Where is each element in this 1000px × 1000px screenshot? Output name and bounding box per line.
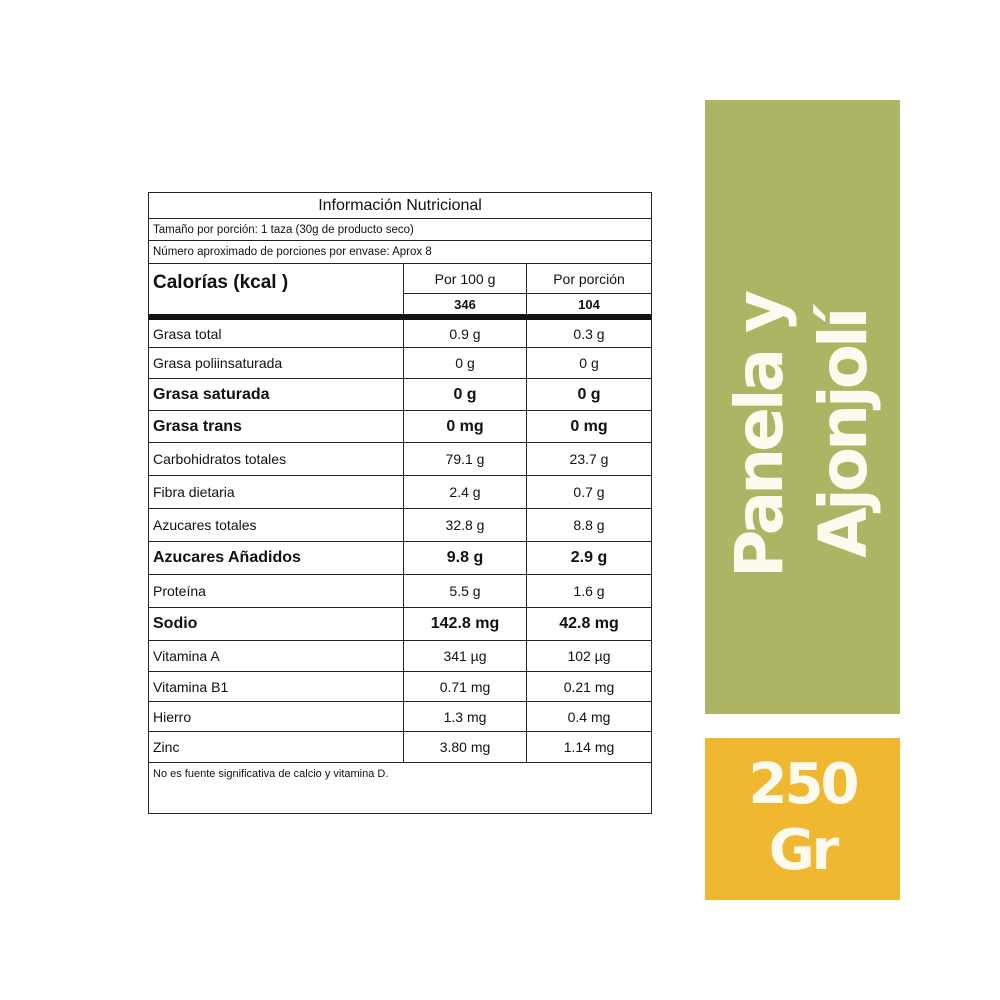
nutrient-name: Proteína [149, 575, 404, 607]
value-per-portion: 0.7 g [573, 484, 605, 500]
value-per-100g: 79.1 g [404, 443, 527, 475]
nutrient-name: Sodio [149, 608, 404, 640]
nutrient-name: Grasa poliinsaturada [149, 348, 404, 378]
calories-label: Calorías (kcal ) [149, 264, 404, 314]
value-per-portion: 0 mg [570, 417, 608, 435]
value-per-portion: 102 µg [567, 648, 611, 664]
nutrient-name: Grasa total [149, 320, 404, 347]
footer-note: No es fuente significativa de calcio y v… [153, 768, 389, 780]
value-per-100g: 32.8 g [404, 509, 527, 541]
value-per-100g: 1.3 mg [404, 702, 527, 731]
product-name-line1: Panela y [721, 293, 798, 578]
table-row: Sodio 142.8 mg 42.8 mg [149, 608, 651, 641]
nutrient-name: Vitamina A [149, 641, 404, 671]
value-per-100g: 0 mg [404, 411, 527, 442]
value-per-100g: 0 g [404, 348, 527, 378]
nutrient-name: Grasa trans [149, 411, 404, 442]
thick-divider [149, 314, 651, 320]
value-per-portion: 23.7 g [569, 451, 609, 467]
value-per-portion: 0.3 g [573, 325, 605, 342]
table-row: Azucares totales 32.8 g 8.8 g [149, 509, 651, 542]
nutrition-facts-table: Información Nutricional Tamaño por porci… [148, 192, 652, 814]
value-per-portion: 42.8 mg [559, 615, 619, 632]
value-per-100g: 0.71 mg [404, 672, 527, 701]
value-per-100g: 9.8 g [404, 542, 527, 574]
value-per-portion: 0.21 mg [563, 678, 615, 695]
value-per-100g: 142.8 mg [404, 608, 527, 640]
value-per-100g: 341 µg [404, 641, 527, 671]
table-title: Información Nutricional [149, 193, 651, 219]
value-per-100g: 5.5 g [404, 575, 527, 607]
table-row: Grasa trans 0 mg 0 mg [149, 411, 651, 443]
table-row: Vitamina A 341 µg 102 µg [149, 641, 651, 672]
value-per-100g: 3.80 mg [404, 732, 527, 762]
serving-size: Tamaño por porción: 1 taza (30g de produ… [149, 219, 651, 241]
weight-banner: 250 Gr [705, 738, 900, 900]
product-name-banner: Panela y Ajonjolí [705, 100, 900, 714]
value-per-portion: 0.4 mg [567, 708, 611, 725]
calories-portion: 104 [578, 296, 600, 312]
value-per-portion: 1.14 mg [563, 739, 615, 755]
value-per-100g: 2.4 g [404, 476, 527, 508]
col-header-100g: Por 100 g [404, 264, 526, 294]
nutrient-name: Hierro [149, 702, 404, 731]
value-per-portion: 0 g [579, 355, 599, 371]
weight-unit: Gr [768, 818, 840, 883]
servings-per-container: Número aproximado de porciones por envas… [149, 241, 651, 264]
table-row: Proteína 5.5 g 1.6 g [149, 575, 651, 608]
product-name-line2: Ajonjolí [805, 310, 882, 558]
table-row: Vitamina B1 0.71 mg 0.21 mg [149, 672, 651, 702]
nutrient-name: Carbohidratos totales [149, 443, 404, 475]
value-per-portion: 8.8 g [573, 517, 605, 533]
table-row: Hierro 1.3 mg 0.4 mg [149, 702, 651, 732]
value-per-portion: 2.9 g [570, 549, 608, 566]
nutrient-name: Zinc [149, 732, 404, 762]
table-row: Carbohidratos totales 79.1 g 23.7 g [149, 443, 651, 476]
value-per-100g: 0.9 g [404, 320, 527, 347]
weight-number: 250 [748, 752, 860, 817]
nutrient-name: Grasa saturada [149, 379, 404, 410]
table-row: Fibra dietaria 2.4 g 0.7 g [149, 476, 651, 509]
calories-100g: 346 [454, 296, 476, 312]
table-row: Zinc 3.80 mg 1.14 mg [149, 732, 651, 763]
col-header-portion: Por porción [527, 264, 651, 294]
nutrient-name: Fibra dietaria [149, 476, 404, 508]
calories-row: Calorías (kcal ) Por 100 g 346 Por porci… [149, 264, 651, 314]
value-per-100g: 0 g [404, 379, 527, 410]
nutrient-name: Vitamina B1 [149, 672, 404, 701]
nutrient-name: Azucares Añadidos [149, 542, 404, 574]
value-per-portion: 1.6 g [573, 583, 605, 599]
nutrient-name: Azucares totales [149, 509, 404, 541]
value-per-portion: 0 g [577, 385, 601, 403]
table-row: Grasa total 0.9 g 0.3 g [149, 320, 651, 348]
table-row: Azucares Añadidos 9.8 g 2.9 g [149, 542, 651, 575]
